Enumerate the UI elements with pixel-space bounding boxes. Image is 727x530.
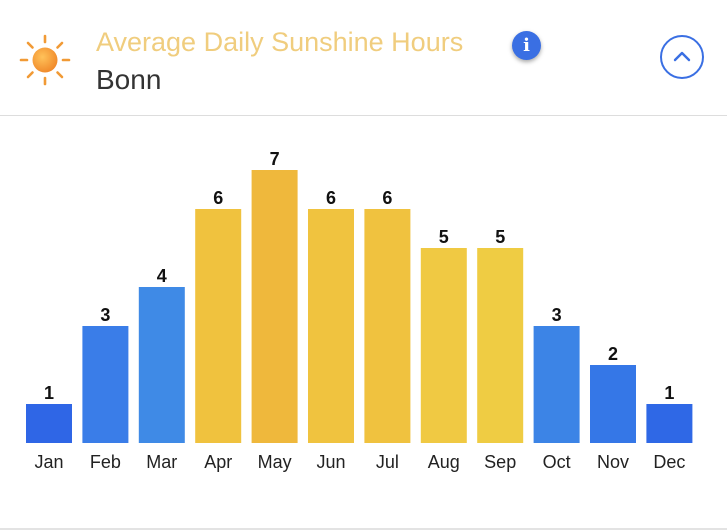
sunshine-bar-chart: 1 Jan 3 Feb 4 Mar 6 Apr 7 May 6 Jun 6 Jul 5 Aug 5 Sep 3 Oct… [0,116,727,486]
bar-value-jun: 6 [326,188,336,208]
bar-value-dec: 1 [664,383,674,403]
bar-value-aug: 5 [439,227,449,247]
bar-dec [646,404,693,443]
info-icon[interactable]: i [512,31,541,60]
month-label-oct: Oct [543,452,571,472]
bar-value-nov: 2 [608,344,618,364]
chart-plot: 1 Jan 3 Feb 4 Mar 6 Apr 7 May 6 Jun 6 Jul 5 Aug 5 Sep 3 Oct… [26,149,693,472]
collapse-button[interactable] [660,35,704,79]
month-label-aug: Aug [428,452,460,472]
bar-sep [477,248,524,443]
bar-aug [420,248,467,443]
sun-icon [19,34,71,86]
month-label-sep: Sep [484,452,516,472]
month-label-jun: Jun [316,452,345,472]
month-label-jan: Jan [34,452,63,472]
month-label-mar: Mar [146,452,177,472]
bar-may [251,170,298,443]
bar-jul [364,209,411,443]
month-label-jul: Jul [376,452,399,472]
month-label-dec: Dec [653,452,685,472]
bar-value-sep: 5 [495,227,505,247]
bar-mar [138,287,185,443]
bar-nov [590,365,636,443]
bar-value-jan: 1 [44,383,54,403]
location-subtitle: Bonn [96,64,162,95]
bar-value-oct: 3 [552,305,562,325]
chart-title: Average Daily Sunshine Hours [96,27,464,57]
month-label-nov: Nov [597,452,629,472]
bar-jun [308,209,354,443]
bar-apr [195,209,242,443]
card-header: Average Daily Sunshine Hours Bonn i [0,0,727,116]
chevron-up-icon [673,51,691,62]
bar-jan [26,404,72,443]
bar-value-mar: 4 [157,266,167,286]
month-label-may: May [258,452,292,472]
bar-feb [82,326,129,443]
month-label-feb: Feb [90,452,121,472]
bar-value-may: 7 [270,149,280,169]
bar-value-feb: 3 [100,305,110,325]
bar-oct [533,326,580,443]
bar-value-apr: 6 [213,188,223,208]
bar-value-jul: 6 [382,188,392,208]
month-label-apr: Apr [204,452,232,472]
